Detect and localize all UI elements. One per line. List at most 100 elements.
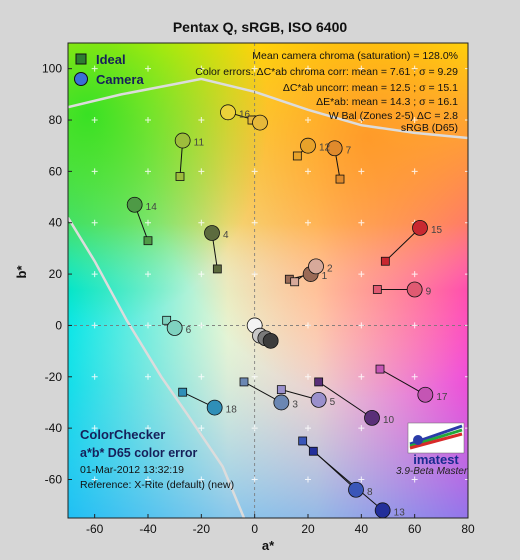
grid-cross	[198, 373, 205, 380]
grid-cross	[465, 322, 468, 329]
grid-cross	[91, 425, 98, 432]
x-tick-label: -60	[86, 522, 104, 536]
grid-cross	[145, 117, 151, 124]
grid-cross	[358, 168, 365, 175]
x-tick-label: 0	[251, 522, 258, 536]
error-line-10	[318, 381, 373, 419]
grid-cross	[145, 425, 151, 432]
grid-cross	[358, 322, 365, 329]
camera-marker-11	[174, 132, 191, 149]
grid-cross	[305, 373, 311, 380]
patch-label-16: 16	[239, 109, 251, 120]
ideal-marker-14	[143, 236, 153, 246]
x-tick-label: -40	[139, 522, 157, 536]
grid-cross	[145, 476, 151, 483]
camera-marker-5	[310, 391, 327, 408]
grid-cross	[358, 219, 365, 226]
grid-cross	[251, 65, 258, 72]
ideal-marker-2	[290, 277, 300, 287]
info-title: ColorChecker	[80, 427, 165, 442]
patch-label-9: 9	[426, 286, 432, 297]
grid-cross	[411, 373, 418, 380]
ideal-marker-3	[239, 377, 249, 387]
grid-cross	[465, 425, 468, 432]
camera-marker-4	[204, 225, 220, 241]
ideal-marker-8	[298, 436, 308, 446]
legend-ideal-marker	[75, 53, 87, 65]
grid-cross	[465, 117, 468, 124]
stats-delta-e: ΔE*ab: mean = 14.3 ; σ = 16.1	[316, 96, 458, 108]
y-tick-label: 40	[49, 216, 63, 230]
grid-cross	[198, 65, 205, 72]
legend-camera-label: Camera	[96, 72, 144, 87]
grid-cross	[198, 117, 205, 124]
camera-marker-X1	[252, 114, 268, 131]
patch-label-2: 2	[327, 263, 333, 274]
ideal-marker-6	[162, 315, 172, 325]
patch-label-18: 18	[226, 405, 238, 416]
stats-white-balance: W Bal (Zones 2-5) ΔC = 2.8	[329, 110, 458, 122]
grid-cross	[305, 219, 311, 226]
grid-cross	[145, 219, 151, 226]
camera-marker-7	[326, 140, 343, 157]
stats-chroma-uncorr: ΔC*ab uncorr: mean = 12.5 ; σ = 15.1	[283, 82, 458, 94]
ideal-marker-13	[308, 446, 318, 456]
patch-label-10: 10	[383, 415, 395, 426]
logo-text: imatest	[413, 452, 459, 467]
grid-cross	[91, 168, 98, 175]
info-date: 01-Mar-2012 13:32:19	[80, 464, 184, 476]
grid-cross	[251, 476, 258, 483]
patch-label-7: 7	[346, 145, 352, 156]
error-line-13	[313, 450, 383, 511]
grid-cross	[91, 373, 98, 380]
grid-cross	[198, 219, 205, 226]
camera-marker-2	[308, 258, 324, 275]
patch-label-5: 5	[330, 397, 336, 408]
ideal-marker-10	[314, 377, 324, 387]
grid-cross	[91, 271, 98, 278]
grid-cross	[91, 219, 98, 226]
y-tick-label: 100	[42, 62, 62, 76]
grid-cross	[411, 168, 418, 175]
grid-cross	[198, 322, 205, 329]
grid-cross	[251, 168, 258, 175]
grid-cross	[358, 373, 365, 380]
grid-cross	[198, 271, 205, 278]
stats-chroma-corr: Color errors: ΔC*ab chroma corr: mean = …	[195, 66, 458, 78]
info-reference: Reference: X-Rite (default) (new)	[80, 479, 234, 491]
camera-marker-8	[348, 481, 364, 498]
grid-cross	[251, 271, 258, 278]
x-tick-label: 60	[408, 522, 422, 536]
grid-cross	[91, 117, 98, 124]
x-tick-label: 80	[461, 522, 475, 536]
grid-cross	[358, 65, 365, 72]
plot-background	[68, 43, 468, 518]
y-tick-label: -20	[45, 370, 63, 384]
grid-cross	[198, 168, 205, 175]
y-tick-label: -40	[45, 421, 63, 435]
camera-marker-15	[412, 219, 428, 236]
grid-cross	[251, 373, 258, 380]
version-label: 3.9-Beta Master	[396, 466, 468, 477]
ideal-marker-11	[175, 172, 185, 181]
patch-label-1: 1	[322, 271, 328, 282]
patch-label-8: 8	[367, 487, 373, 498]
y-tick-label: 60	[49, 164, 63, 178]
grid-cross	[305, 425, 311, 432]
grid	[68, 43, 468, 518]
camera-marker-10	[364, 409, 380, 426]
ideal-marker-9	[372, 285, 382, 294]
grid-cross	[198, 476, 205, 483]
grid-cross	[305, 117, 311, 124]
stats-chroma: Mean camera chroma (saturation) = 128.0%	[252, 50, 458, 62]
grid-cross	[145, 271, 151, 278]
grid-cross	[145, 168, 151, 175]
imatest-logo: imatest	[407, 422, 465, 467]
x-axis: -60 -40 -20 0 20 40 60 80	[86, 514, 475, 536]
error-line-15	[384, 227, 421, 262]
grid-cross	[411, 65, 418, 72]
grid-cross	[145, 373, 151, 380]
patch-label-12: 12	[319, 143, 331, 154]
camera-marker-13	[374, 502, 391, 519]
